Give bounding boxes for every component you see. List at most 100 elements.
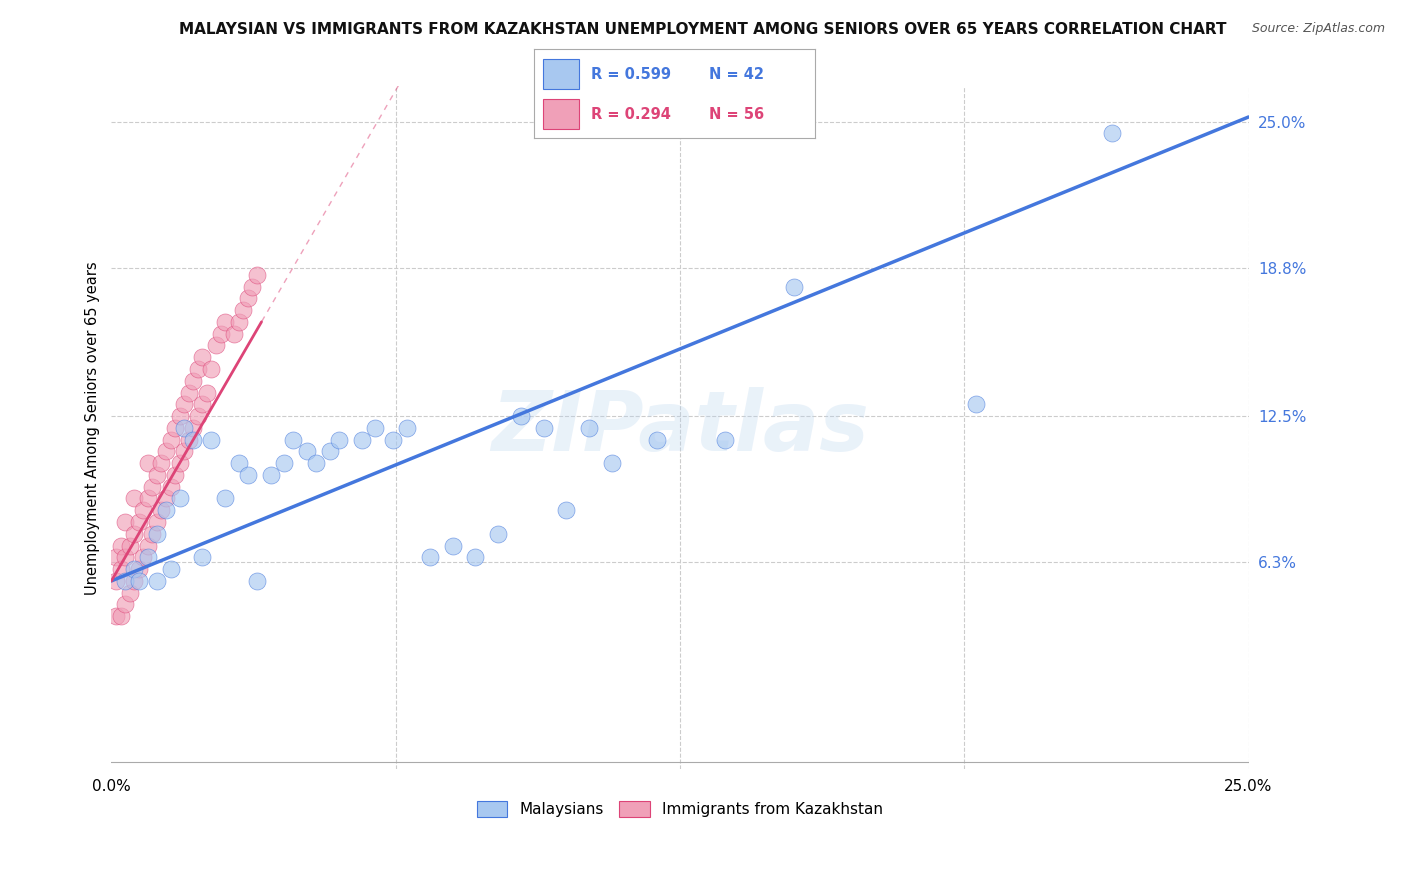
Point [187,409,209,423]
Point [419,550,441,565]
Point [191,397,214,411]
Point [555,503,578,517]
Point [273,456,295,470]
Point [246,268,269,282]
Point [200,433,222,447]
Point [114,598,136,612]
Point [141,526,163,541]
Point [155,444,177,458]
Point [136,456,159,470]
Point [191,550,214,565]
Point [128,515,150,529]
Point [128,574,150,588]
Point [104,609,127,624]
Point [169,491,191,506]
Point [396,421,419,435]
Point [195,385,218,400]
Point [132,503,155,517]
Point [242,279,264,293]
Point [165,467,187,482]
Point [578,421,600,435]
FancyBboxPatch shape [543,59,579,89]
Text: R = 0.599: R = 0.599 [591,68,671,82]
Point [214,315,236,329]
Point [228,456,250,470]
Point [118,585,141,599]
Point [214,491,236,506]
Point [146,467,169,482]
Point [128,562,150,576]
Point [173,397,195,411]
Point [155,503,177,517]
Point [224,326,246,341]
Point [114,515,136,529]
Point [382,433,405,447]
Point [533,421,555,435]
Text: Source: ZipAtlas.com: Source: ZipAtlas.com [1251,22,1385,36]
Point [200,362,222,376]
Point [159,562,181,576]
Point [205,338,228,352]
Point [159,480,181,494]
Point [319,444,342,458]
Point [136,539,159,553]
Point [181,421,204,435]
Point [110,562,132,576]
Point [146,526,169,541]
Point [236,291,259,305]
Point [350,433,373,447]
Legend: Malaysians, Immigrants from Kazakhstan: Malaysians, Immigrants from Kazakhstan [471,795,889,823]
Point [328,433,350,447]
Point [173,421,195,435]
Point [177,385,200,400]
Point [118,539,141,553]
Point [965,397,987,411]
FancyBboxPatch shape [543,99,579,129]
Point [364,421,387,435]
Point [104,574,127,588]
Point [165,421,187,435]
Point [104,550,127,565]
Point [645,433,668,447]
Point [132,550,155,565]
Point [122,574,145,588]
Text: R = 0.294: R = 0.294 [591,107,671,121]
Point [173,444,195,458]
Point [191,350,214,364]
Point [122,562,145,576]
Point [441,539,464,553]
Point [783,279,806,293]
Text: N = 56: N = 56 [709,107,763,121]
Point [236,467,259,482]
Point [209,326,232,341]
Point [464,550,486,565]
Point [228,315,250,329]
Y-axis label: Unemployment Among Seniors over 65 years: Unemployment Among Seniors over 65 years [86,261,100,595]
Point [714,433,737,447]
Point [181,433,204,447]
Point [169,409,191,423]
Point [150,456,173,470]
Point [232,303,254,318]
Point [600,456,623,470]
Point [155,491,177,506]
Point [150,503,173,517]
Point [110,539,132,553]
Point [187,362,209,376]
Point [177,433,200,447]
Text: MALAYSIAN VS IMMIGRANTS FROM KAZAKHSTAN UNEMPLOYMENT AMONG SENIORS OVER 65 YEARS: MALAYSIAN VS IMMIGRANTS FROM KAZAKHSTAN … [179,22,1227,37]
Point [283,433,305,447]
Text: N = 42: N = 42 [709,68,763,82]
Point [146,574,169,588]
Point [509,409,531,423]
Point [1101,127,1123,141]
Point [114,574,136,588]
Point [259,467,281,482]
Point [114,550,136,565]
Point [110,609,132,624]
Point [141,480,163,494]
Point [159,433,181,447]
Point [486,526,509,541]
Point [246,574,269,588]
Point [122,526,145,541]
